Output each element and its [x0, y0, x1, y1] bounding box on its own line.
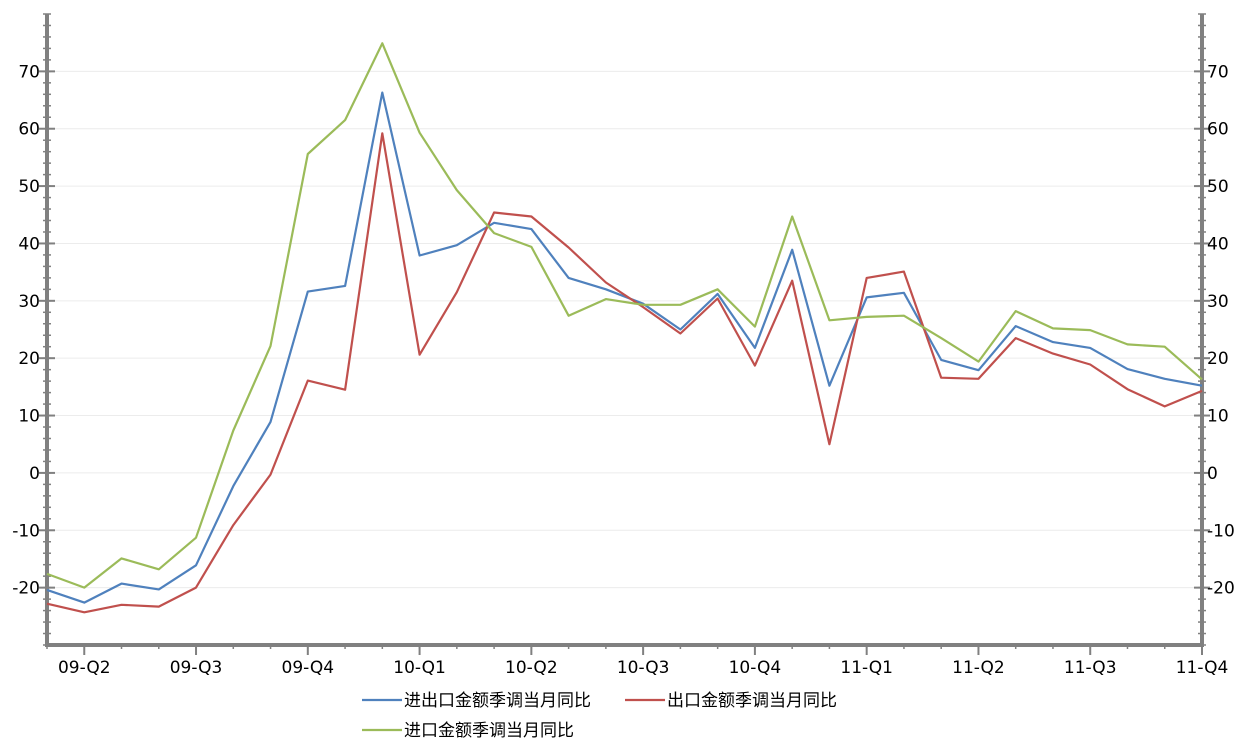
x-tick-label: 11-Q4 [1176, 658, 1229, 678]
series-line [46, 91, 1203, 604]
series-line [46, 42, 1203, 589]
gridlines [47, 70, 1202, 589]
y-tick-label-right: -20 [1207, 579, 1235, 599]
x-tick-label: 10-Q1 [393, 658, 446, 678]
x-tick-label: 11-Q3 [1064, 658, 1117, 678]
x-tick-label: 10-Q4 [729, 658, 782, 678]
x-tick-label: 09-Q2 [58, 658, 111, 678]
y-tick-label-right: 0 [1207, 464, 1218, 484]
y-tick-label-right: 10 [1207, 407, 1229, 427]
x-tick-label: 11-Q1 [840, 658, 893, 678]
axes [39, 13, 1210, 655]
x-tick-label: 10-Q3 [617, 658, 670, 678]
y-tick-label-left: 20 [18, 349, 40, 369]
y-tick-label-left: 0 [29, 464, 40, 484]
x-tick-label: 09-Q3 [170, 658, 223, 678]
y-tick-label-left: 60 [18, 120, 40, 140]
y-tick-label-left: -20 [12, 579, 40, 599]
legend-label: 进口金额季调当月同比 [404, 721, 574, 741]
legend-label: 出口金额季调当月同比 [667, 691, 837, 711]
y-tick-label-left: 40 [18, 234, 40, 254]
series-lines [46, 42, 1203, 614]
y-tick-label-left: 50 [18, 177, 40, 197]
y-tick-label-left: -10 [12, 521, 40, 541]
series-line [46, 132, 1203, 614]
y-tick-label-left: 70 [18, 62, 40, 82]
x-tick-label: 10-Q2 [505, 658, 558, 678]
y-tick-label-right: 60 [1207, 120, 1229, 140]
x-tick-label: 11-Q2 [952, 658, 1005, 678]
y-tick-label-right: 50 [1207, 177, 1229, 197]
y-tick-label-right: 20 [1207, 349, 1229, 369]
y-tick-label-right: 70 [1207, 62, 1229, 82]
y-tick-label-right: 30 [1207, 292, 1229, 312]
y-tick-label-left: 10 [18, 407, 40, 427]
tick-labels: -20 -20 -10 -10 0 0 10 10 20 20 30 30 40 40 50 50 60 60 70… [12, 62, 1235, 678]
legend-label: 进出口金额季调当月同比 [404, 691, 591, 711]
y-tick-label-right: -10 [1207, 521, 1235, 541]
y-tick-label-right: 40 [1207, 234, 1229, 254]
y-tick-label-left: 30 [18, 292, 40, 312]
x-tick-label: 09-Q4 [282, 658, 335, 678]
